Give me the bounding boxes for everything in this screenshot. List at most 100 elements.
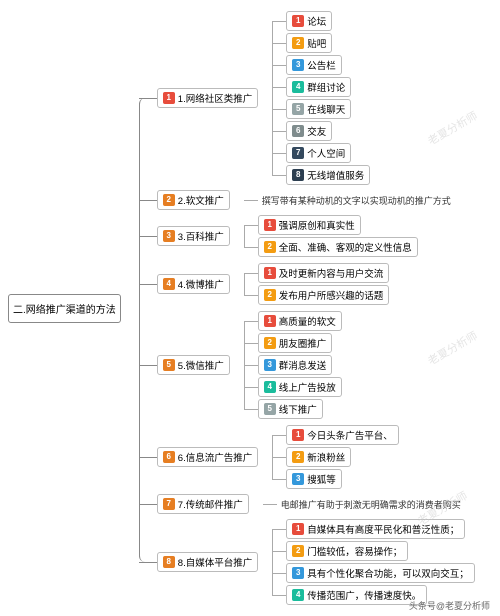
leaf-row: 1及时更新内容与用户交流 [244,262,390,284]
leaf-node: 1及时更新内容与用户交流 [258,263,390,283]
leaf-label: 贴吧 [307,36,326,50]
leaf-node: 1强调原创和真实性 [258,215,361,235]
leaf-node: 4群组讨论 [286,77,351,97]
badge-icon: 5 [292,103,304,115]
badge-icon: 8 [292,169,304,181]
leaf-label: 论坛 [307,14,326,28]
leaf-node: 3搜狐等 [286,469,342,489]
leaf-row: 2新浪粉丝 [272,446,399,468]
leaf-node: 1今日头条广告平台、 [286,425,399,445]
leaf-label: 线下推广 [279,402,317,416]
leaf-row: 1强调原创和真实性 [244,214,418,236]
leaf-row: 1论坛 [272,10,370,32]
category-node: 88.自媒体平台推广 [157,552,258,572]
note-text: 撰写带有某种动机的文字以实现动机的推广方式 [258,192,455,209]
leaf-row: 3公告栏 [272,54,370,76]
leaf-label: 自媒体具有高度平民化和普泛性质； [307,522,459,536]
badge-icon: 1 [292,523,304,535]
badge-icon: 2 [264,337,276,349]
badge-icon: 4 [163,278,175,290]
badge-icon: 3 [264,359,276,371]
leaf-row: 1今日头条广告平台、 [272,424,399,446]
leaf-row: 3搜狐等 [272,468,399,490]
footer-credit: 头条号@老夏分析师 [409,599,490,612]
leaf-row: 3群消息发送 [244,354,342,376]
leaf-row: 1高质量的软文 [244,310,342,332]
badge-icon: 8 [163,556,175,568]
leaf-row: 4群组讨论 [272,76,370,98]
leaf-node: 4传播范围广，传播速度快。 [286,585,427,605]
badge-icon: 3 [163,230,175,242]
badge-icon: 4 [264,381,276,393]
leaf-container: 1强调原创和真实性2全面、准确、客观的定义性信息 [244,214,418,258]
note-text: 电邮推广有助于刺激无明确需求的消费者购买 [277,496,465,513]
leaf-label: 线上广告投放 [279,380,336,394]
badge-icon: 1 [264,219,276,231]
leaf-label: 全面、准确、客观的定义性信息 [279,240,412,254]
category-node: 66.信息流广告推广 [157,447,258,467]
leaf-container: 1今日头条广告平台、2新浪粉丝3搜狐等 [272,424,399,490]
leaf-node: 5线下推广 [258,399,323,419]
category-node: 11.网络社区类推广 [157,88,258,108]
badge-icon: 3 [292,473,304,485]
leaf-node: 3群消息发送 [258,355,333,375]
leaf-node: 2发布用户所感兴趣的话题 [258,285,390,305]
badge-icon: 2 [264,289,276,301]
badge-icon: 2 [292,545,304,557]
leaf-label: 及时更新内容与用户交流 [279,266,384,280]
leaf-label: 无线增值服务 [307,168,364,182]
category-node: 33.百科推广 [157,226,230,246]
leaf-container: 1论坛2贴吧3公告栏4群组讨论5在线聊天6交友7个人空间8无线增值服务 [272,10,370,186]
category-label: 6.信息流广告推广 [178,450,252,464]
leaf-node: 6交友 [286,121,332,141]
leaf-node: 1自媒体具有高度平民化和普泛性质； [286,519,465,539]
leaf-row: 5线下推广 [244,398,342,420]
leaf-node: 2贴吧 [286,33,332,53]
leaf-label: 公告栏 [307,58,336,72]
leaf-label: 朋友圈推广 [279,336,327,350]
leaf-label: 交友 [307,124,326,138]
mindmap-root: 二.网络推广渠道的方法 11.网络社区类推广1论坛2贴吧3公告栏4群组讨论5在线… [8,8,492,608]
category-node: 77.传统邮件推广 [157,494,249,514]
branch: 44.微博推广1及时更新内容与用户交流2发布用户所感兴趣的话题 [139,260,475,308]
leaf-label: 高质量的软文 [279,314,336,328]
leaf-label: 群消息发送 [279,358,327,372]
leaf-node: 7个人空间 [286,143,351,163]
badge-icon: 2 [264,241,276,253]
leaf-node: 2全面、准确、客观的定义性信息 [258,237,418,257]
leaf-label: 在线聊天 [307,102,345,116]
badge-icon: 2 [292,37,304,49]
category-label: 1.网络社区类推广 [178,91,252,105]
branch: 66.信息流广告推广 1今日头条广告平台、2新浪粉丝3搜狐等 [139,422,475,492]
badge-icon: 3 [292,59,304,71]
leaf-container: 1及时更新内容与用户交流2发布用户所感兴趣的话题 [244,262,390,306]
category-label: 4.微博推广 [178,277,224,291]
leaf-node: 1高质量的软文 [258,311,342,331]
leaf-label: 群组讨论 [307,80,345,94]
root-label: 二.网络推广渠道的方法 [13,305,116,316]
badge-icon: 4 [292,81,304,93]
leaf-row: 2全面、准确、客观的定义性信息 [244,236,418,258]
badge-icon: 2 [163,194,175,206]
badge-icon: 1 [264,267,276,279]
category-node: 22.软文推广 [157,190,230,210]
category-node: 44.微博推广 [157,274,230,294]
category-label: 8.自媒体平台推广 [178,555,252,569]
category-label: 5.微信推广 [178,358,224,372]
leaf-node: 2新浪粉丝 [286,447,351,467]
leaf-node: 8无线增值服务 [286,165,370,185]
leaf-node: 2朋友圈推广 [258,333,333,353]
leaf-row: 2朋友圈推广 [244,332,342,354]
branch: 55.微信推广1高质量的软文2朋友圈推广3群消息发送4线上广告投放5线下推广 [139,308,475,422]
category-label: 3.百科推广 [178,229,224,243]
leaf-node: 5在线聊天 [286,99,351,119]
leaf-label: 门槛较低，容易操作； [307,544,402,558]
leaf-row: 8无线增值服务 [272,164,370,186]
leaf-node: 3公告栏 [286,55,342,75]
leaf-node: 1论坛 [286,11,332,31]
branch: 88.自媒体平台推广1自媒体具有高度平民化和普泛性质；2门槛较低，容易操作；3具… [139,516,475,608]
branch-container: 11.网络社区类推广1论坛2贴吧3公告栏4群组讨论5在线聊天6交友7个人空间8无… [139,8,475,608]
leaf-row: 1自媒体具有高度平民化和普泛性质； [272,518,475,540]
badge-icon: 5 [264,403,276,415]
leaf-node: 2门槛较低，容易操作； [286,541,408,561]
